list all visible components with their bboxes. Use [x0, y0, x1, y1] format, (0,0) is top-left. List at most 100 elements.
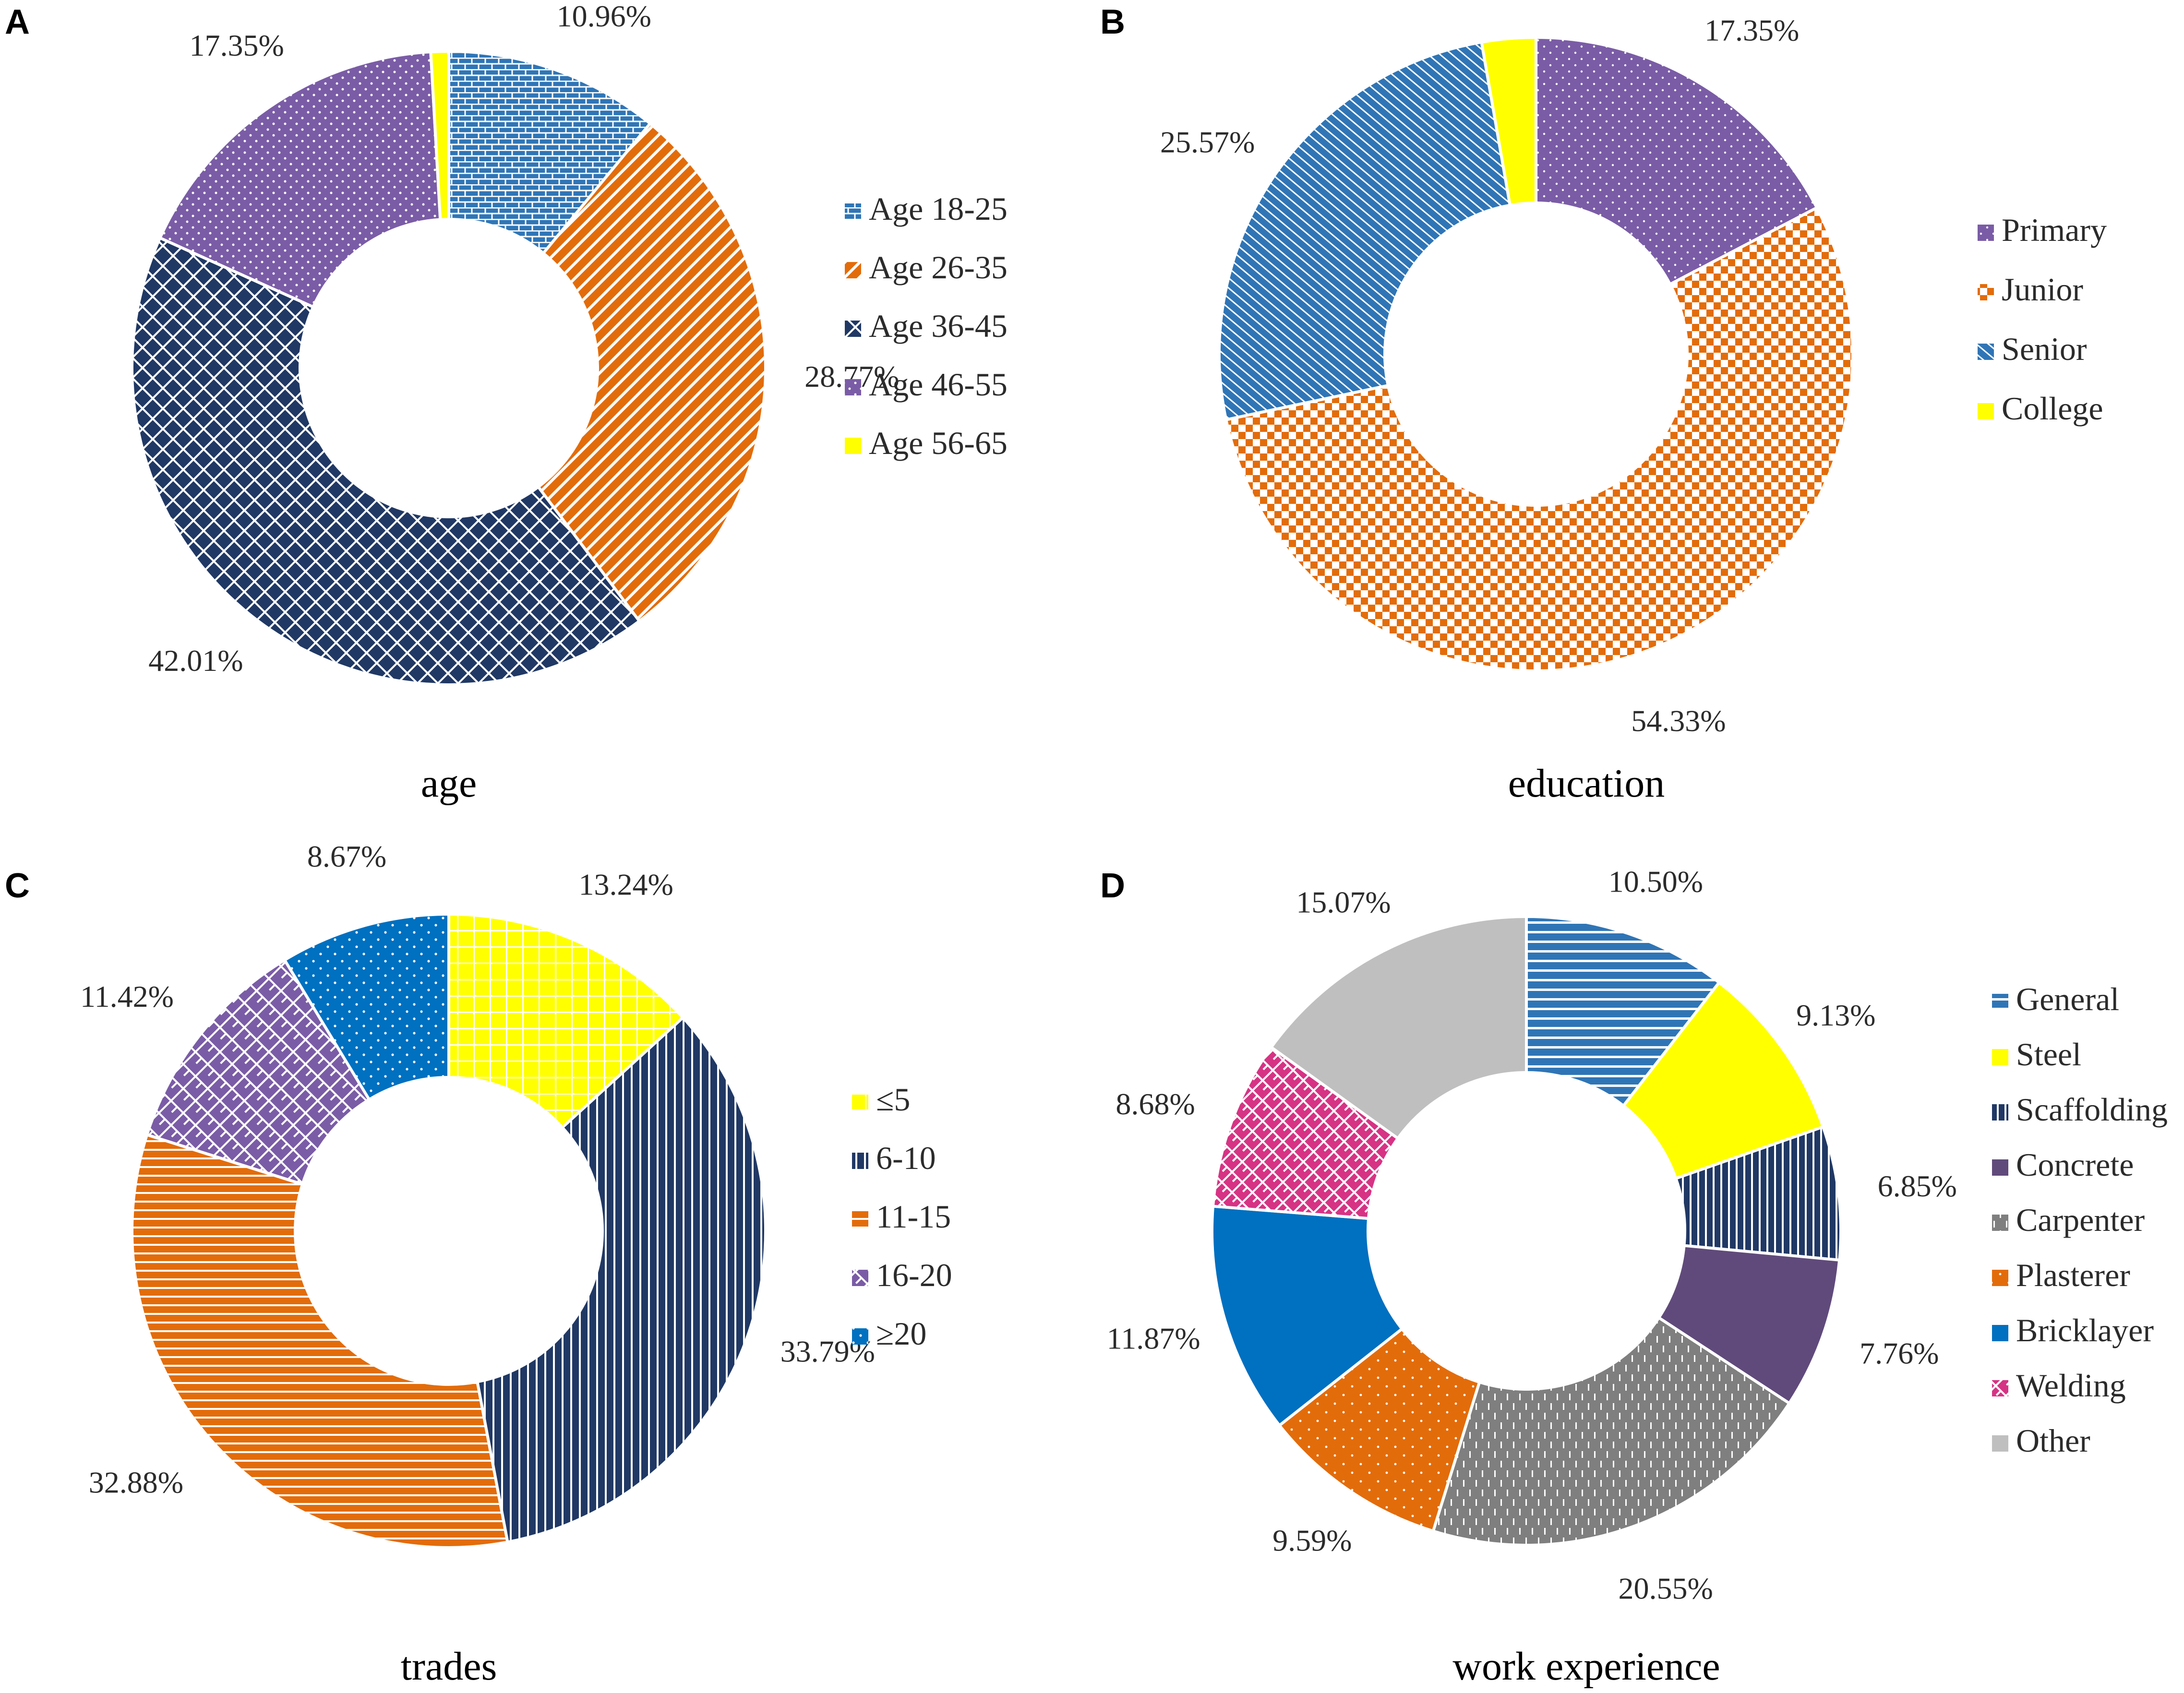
- slice-work-experience-general: [1525, 915, 1721, 1108]
- legend-label-scaffolding: Scaffolding: [2016, 1091, 2168, 1128]
- legend-swatch-11-15: [852, 1211, 868, 1228]
- legend-swatch-junior: [1978, 284, 1994, 300]
- legend-item-welding: Welding: [1992, 1367, 2126, 1404]
- data-label-age-age-46-55: 17.35%: [189, 28, 284, 62]
- slice-age-age-18-25: [447, 49, 652, 255]
- legend-swatch-age-26-35: [845, 262, 861, 278]
- slice-education-college: [1480, 36, 1537, 207]
- legend-label-11-15: 11-15: [876, 1198, 951, 1235]
- legend-label-college: College: [2002, 390, 2103, 427]
- panel-letter-c: C: [5, 867, 30, 905]
- age-donut-chart: 10.96%28.77%42.01%17.35%0.91%Age 18-25Ag…: [131, 0, 1008, 686]
- legend-swatch-concrete: [1992, 1159, 2008, 1176]
- data-label-trades-16-20: 11.42%: [80, 979, 174, 1013]
- legend-label-general: General: [2016, 981, 2119, 1017]
- data-label-work-experience-carpenter: 20.55%: [1618, 1572, 1713, 1606]
- legend-label-senior: Senior: [2002, 331, 2087, 367]
- slice-education-junior: [1224, 205, 1855, 672]
- data-label-work-experience-plasterer: 9.59%: [1272, 1524, 1352, 1558]
- slice-work-experience-carpenter: [1431, 1315, 1791, 1547]
- legend-item-plasterer: Plasterer: [1992, 1257, 2130, 1293]
- data-label-trades-11-15: 32.88%: [89, 1466, 183, 1500]
- legend-swatch-general: [1992, 994, 2008, 1010]
- chart-title-age: age: [421, 761, 477, 806]
- slice-trades-le-5: [447, 912, 685, 1130]
- legend-item-bricklayer: Bricklayer: [1992, 1312, 2154, 1348]
- legend-label-bricklayer: Bricklayer: [2016, 1312, 2154, 1348]
- legend-label-steel: Steel: [2016, 1036, 2081, 1073]
- data-label-work-experience-steel: 9.13%: [1796, 998, 1875, 1032]
- legend-swatch-other: [1992, 1435, 2008, 1452]
- legend-item-age-26-35: Age 26-35: [845, 249, 1008, 286]
- legend-age: Age 18-25 Age 26-35 Age 36-45 Age 46-55 Age …: [845, 191, 1008, 461]
- panel-letter-b: B: [1100, 3, 1125, 41]
- data-label-work-experience-concrete: 7.76%: [1860, 1336, 1939, 1370]
- legend-label-6-10: 6-10: [876, 1140, 936, 1176]
- legend-label-le-5: ≤5: [876, 1081, 910, 1118]
- legend-label-age-56-65: Age 56-65: [869, 425, 1008, 461]
- legend-swatch-age-36-45: [845, 321, 861, 337]
- data-label-education-junior: 54.33%: [1631, 704, 1726, 738]
- legend-label-welding: Welding: [2016, 1367, 2126, 1404]
- data-label-work-experience-scaffolding: 6.85%: [1878, 1169, 1957, 1203]
- legend-work-experience: General Steel Scaffolding Concrete Carpenter…: [1992, 981, 2168, 1459]
- legend-swatch-plasterer: [1992, 1270, 2008, 1286]
- chart-title-work-experience: work experience: [1452, 1644, 1720, 1689]
- legend-label-ge-20: ≥20: [876, 1315, 926, 1352]
- legend-label-age-46-55: Age 46-55: [869, 366, 1008, 403]
- panel-letter-d: D: [1100, 867, 1125, 905]
- legend-label-age-18-25: Age 18-25: [869, 191, 1008, 227]
- legend-item-junior: Junior: [1978, 271, 2083, 308]
- legend-swatch-6-10: [852, 1153, 868, 1169]
- legend-item-carpenter: Carpenter: [1992, 1202, 2145, 1238]
- chart-title-trades: trades: [401, 1644, 497, 1689]
- legend-swatch-primary: [1978, 225, 1994, 241]
- legend-swatch-age-18-25: [845, 203, 861, 220]
- trades-donut-chart: 13.24%33.79%32.88%11.42%8.67%≤56-1011-15…: [80, 839, 952, 1549]
- slice-work-experience-bricklayer: [1211, 1204, 1404, 1428]
- legend-label-age-36-45: Age 36-45: [869, 308, 1008, 344]
- legend-swatch-welding: [1992, 1380, 2008, 1396]
- slice-age-age-46-55: [158, 50, 442, 309]
- legend-item-16-20: 16-20: [852, 1257, 952, 1293]
- legend-item-age-46-55: Age 46-55: [845, 366, 1008, 403]
- slice-age-age-36-45: [131, 236, 642, 686]
- work-experience-donut-chart: 10.50% 9.13% 6.85% 7.76% 20.55% 9.59% 11.87% 8.…: [1107, 865, 2168, 1606]
- slice-education-primary: [1535, 36, 1819, 286]
- chart-title-education: education: [1508, 761, 1665, 806]
- legend-education: Primary Junior Senior College: [1978, 212, 2107, 427]
- slice-work-experience-welding: [1211, 1045, 1400, 1220]
- legend-trades: ≤5 6-10 11-15 16-20 ≥20: [852, 1081, 952, 1352]
- legend-swatch-scaffolding: [1992, 1104, 2008, 1121]
- legend-swatch-steel: [1992, 1049, 2008, 1065]
- slice-work-experience-steel: [1621, 980, 1825, 1180]
- legend-item-6-10: 6-10: [852, 1140, 936, 1176]
- legend-item-11-15: 11-15: [852, 1198, 951, 1235]
- legend-label-carpenter: Carpenter: [2016, 1202, 2145, 1238]
- slice-work-experience-plasterer: [1277, 1327, 1481, 1533]
- data-label-age-age-36-45: 42.01%: [148, 644, 243, 678]
- slice-trades-16-20: [145, 958, 372, 1186]
- data-label-work-experience-bricklayer: 11.87%: [1107, 1321, 1200, 1355]
- legend-label-16-20: 16-20: [876, 1257, 952, 1293]
- legend-item-ge-20: ≥20: [852, 1315, 926, 1352]
- legend-label-plasterer: Plasterer: [2016, 1257, 2130, 1293]
- legend-item-other: Other: [1992, 1422, 2090, 1459]
- legend-item-primary: Primary: [1978, 212, 2107, 248]
- legend-item-age-56-65: Age 56-65: [845, 425, 1008, 461]
- data-label-work-experience-other: 15.07%: [1296, 885, 1391, 919]
- slice-work-experience-other: [1269, 915, 1528, 1141]
- legend-label-other: Other: [2016, 1422, 2090, 1459]
- data-label-education-senior: 25.57%: [1160, 125, 1255, 159]
- legend-label-concrete: Concrete: [2016, 1146, 2134, 1183]
- legend-label-age-26-35: Age 26-35: [869, 249, 1008, 286]
- legend-swatch-college: [1978, 403, 1994, 419]
- slice-age-age-56-65: [429, 49, 450, 221]
- data-label-trades-ge-20: 8.67%: [307, 839, 386, 873]
- slice-trades-ge-20: [282, 912, 450, 1102]
- legend-item-age-36-45: Age 36-45: [845, 308, 1008, 344]
- slice-trades-11-15: [131, 1133, 509, 1549]
- legend-item-age-18-25: Age 18-25: [845, 191, 1008, 227]
- legend-swatch-ge-20: [852, 1328, 868, 1345]
